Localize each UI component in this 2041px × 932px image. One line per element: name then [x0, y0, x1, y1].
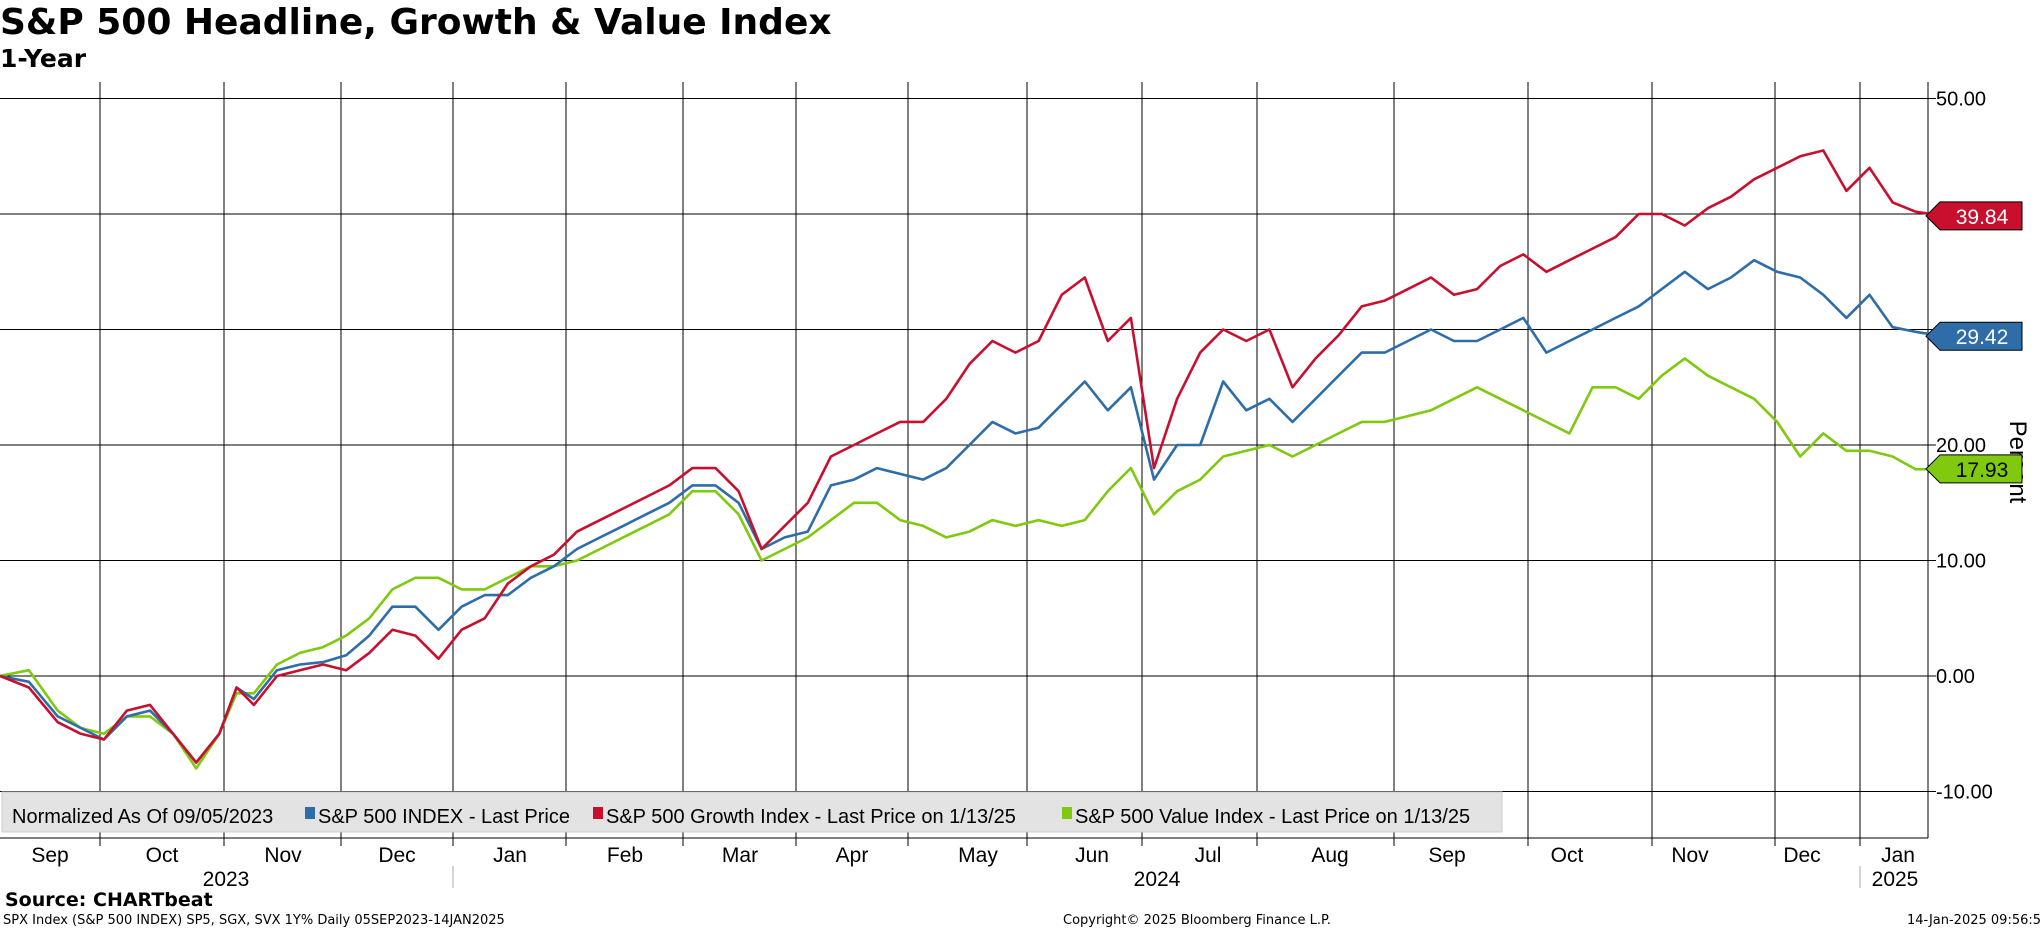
- footer-meta: SPX Index (S&P 500 INDEX) SP5, SGX, SVX …: [3, 913, 505, 928]
- year-label: 2024: [1134, 868, 1181, 891]
- chart-title: S&P 500 Headline, Growth & Value Index: [0, 2, 832, 43]
- xtick-label: Apr: [836, 844, 869, 867]
- xtick-label: Sep: [1428, 844, 1465, 867]
- legend-label-growth: S&P 500 Growth Index - Last Price on 1/1…: [606, 806, 1016, 828]
- xtick-label: May: [958, 844, 998, 867]
- footer-timestamp: 14-Jan-2025 09:56:54: [1907, 913, 2041, 928]
- xtick-label: Jan: [493, 844, 527, 867]
- xtick-label: Sep: [31, 844, 68, 867]
- last-value-badge-value: [1925, 454, 2023, 484]
- legend-swatch-value: [1062, 807, 1072, 819]
- footer-copyright: Copyright© 2025 Bloomberg Finance L.P.: [1063, 913, 1331, 928]
- xtick-label: Jun: [1075, 844, 1109, 867]
- xtick-label: Feb: [607, 844, 643, 867]
- last-value-badge-headline: [1925, 321, 2023, 351]
- legend-note: Normalized As Of 09/05/2023: [12, 806, 273, 828]
- ytick-label: -10.00: [1936, 782, 1993, 804]
- last-value-badge-growth: [1925, 201, 2023, 231]
- xtick-label: Jul: [1195, 844, 1222, 867]
- last-value-label-growth: 39.84: [1956, 206, 2009, 229]
- series-line-value: [0, 357, 1943, 770]
- xtick-label: Oct: [1551, 844, 1584, 867]
- last-value-label-headline: 29.42: [1956, 326, 2009, 349]
- series-line-growth: [0, 149, 1943, 764]
- ytick-label: 20.00: [1936, 435, 1986, 457]
- source-label: Source: CHARTbeat: [5, 889, 213, 911]
- legend-swatch-headline: [305, 807, 315, 819]
- last-value-label-value: 17.93: [1956, 459, 2009, 482]
- xtick-label: Nov: [1671, 844, 1709, 867]
- series-line-headline: [0, 258, 1943, 764]
- legend-label-value: S&P 500 Value Index - Last Price on 1/13…: [1075, 806, 1470, 828]
- ytick-label: 10.00: [1936, 551, 1986, 573]
- chart-subtitle: 1-Year: [0, 44, 87, 73]
- year-label: 2025: [1872, 868, 1919, 891]
- xtick-label: Dec: [378, 844, 415, 867]
- legend-box: [1, 791, 1503, 833]
- year-label: 2023: [203, 868, 250, 891]
- xtick-label: Dec: [1783, 844, 1820, 867]
- legend-swatch-growth: [593, 807, 603, 819]
- xtick-label: Mar: [722, 844, 758, 867]
- xtick-label: Aug: [1311, 844, 1348, 867]
- xtick-label: Oct: [146, 844, 179, 867]
- ytick-label: 50.00: [1936, 89, 1986, 111]
- xtick-label: Jan: [1881, 844, 1915, 867]
- legend-label-headline: S&P 500 INDEX - Last Price: [318, 806, 570, 828]
- ytick-label: 0.00: [1936, 666, 1975, 688]
- xtick-label: Nov: [264, 844, 302, 867]
